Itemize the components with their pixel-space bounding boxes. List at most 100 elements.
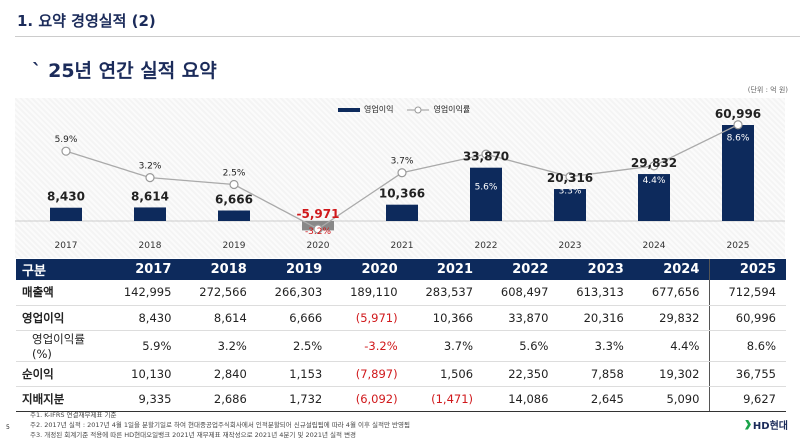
bar-value-label: 20,316 (547, 171, 593, 185)
table-cell: 5.6% (483, 330, 559, 362)
bar-2019 (218, 210, 250, 221)
table-cell: 677,656 (633, 280, 710, 306)
margin-point (649, 161, 659, 171)
bar-2024 (638, 174, 670, 221)
table-cell: 1,732 (256, 386, 333, 412)
table-row: 순이익 10,130 2,840 1,153 (7,897) 1,506 22,350 7,8… (16, 361, 786, 387)
column-header: 2022 (483, 259, 559, 280)
table-cell: 712,594 (709, 280, 786, 306)
bar-value-label: 60,996 (715, 107, 761, 121)
logo-mark-icon (744, 419, 751, 430)
table-cell: 2.5% (256, 330, 333, 362)
table-cell: 283,537 (407, 280, 484, 306)
table-cell: 9,627 (709, 386, 786, 412)
table-cell: 266,303 (256, 280, 333, 306)
table-cell: 189,110 (332, 280, 408, 306)
row-label: 지배지분 (16, 386, 106, 412)
table-cell: 613,313 (558, 280, 634, 306)
section-title: 1. 요약 경영실적 (2) (17, 12, 156, 30)
table-cell: 33,870 (483, 305, 559, 331)
table-cell: (7,897) (332, 361, 408, 387)
table-cell: 608,497 (483, 280, 559, 306)
table-cell: 142,995 (106, 280, 182, 306)
table-row: 영업이익 8,430 8,614 6,666 (5,971) 10,366 33,870 20… (16, 305, 786, 331)
table-cell: 2,645 (558, 386, 634, 412)
x-tick-label: 2025 (727, 241, 750, 251)
column-header: 구분 (16, 259, 106, 280)
legend-bar-label: 영업이익 (364, 105, 394, 114)
margin-label: 3.7% (391, 157, 414, 167)
bar-value-label: 8,430 (47, 190, 85, 204)
table-cell: 22,350 (483, 361, 559, 387)
footnote: 주1. K-IFRS 연결재무제표 기준 (30, 411, 117, 419)
bar-2025 (722, 125, 754, 221)
table-cell: (6,092) (332, 386, 408, 412)
table-cell: 3.3% (558, 330, 634, 362)
table-header-row: 구분 2017 2018 2019 2020 2021 2022 2023 2024 2025 (16, 259, 786, 280)
table-cell: 36,755 (709, 361, 786, 387)
bar-2021 (386, 204, 418, 221)
x-tick-label: 2018 (139, 241, 162, 251)
table-cell: 1,153 (256, 361, 333, 387)
footnote: 주2. 2017년 실적 : 2017년 4월 1일을 분할기일로 하여 현대중… (30, 421, 410, 429)
x-tick-label: 2022 (475, 241, 498, 251)
margin-label: 3.2% (139, 162, 162, 172)
column-header: 2018 (181, 259, 257, 280)
table-cell: 1,506 (407, 361, 484, 387)
x-tick-label: 2020 (307, 241, 330, 251)
x-tick-label: 2023 (559, 241, 582, 251)
margin-point (397, 168, 407, 178)
column-header: 2021 (407, 259, 484, 280)
bar-value-label: -5,971 (297, 207, 340, 221)
table-row: 지배지분 9,335 2,686 1,732 (6,092) (1,471) 14,086 2… (16, 386, 786, 412)
table-cell: 6,666 (256, 305, 333, 331)
table-cell: 272,566 (181, 280, 257, 306)
table-cell: 9,335 (106, 386, 182, 412)
margin-label: 2.5% (223, 169, 246, 179)
bar-2018 (134, 207, 166, 221)
column-header: 2025 (709, 259, 786, 280)
table-cell: 8,614 (181, 305, 257, 331)
margin-label: 8.6% (727, 134, 750, 144)
table-cell: 3.7% (407, 330, 484, 362)
footnotes: 주1. K-IFRS 연결재무제표 기준 주2. 2017년 실적 : 2017… (30, 410, 410, 440)
operating-profit-chart: 2017 2018 2019 2020 2021 2022 2023 2024 2025 8,43… (15, 107, 785, 251)
table-cell: 7,858 (558, 361, 634, 387)
table-row: 영업이익률(%) 5.9% 3.2% 2.5% -3.2% 3.7% 5.6% 3.3% 4.4… (16, 330, 786, 362)
bar-2017 (50, 207, 82, 221)
margin-label: 3.3% (559, 187, 582, 197)
margin-point (61, 146, 71, 156)
bar-2022 (470, 167, 502, 221)
bar-value-label: 29,832 (631, 156, 677, 170)
footnote: 주3. 개정된 회계기준 적용에 따른 HD현대오일뱅크 2021년 재무제표 … (30, 431, 357, 439)
table-cell: 2,840 (181, 361, 257, 387)
column-header: 2023 (558, 259, 634, 280)
table-cell: 2,686 (181, 386, 257, 412)
divider (15, 36, 800, 37)
table-cell: 4.4% (633, 330, 710, 362)
margin-label: 5.6% (475, 183, 498, 193)
legend-line-swatch (407, 106, 430, 113)
logo-text: HD현대 (752, 421, 788, 432)
margin-point (733, 120, 743, 130)
row-label: 영업이익 (16, 305, 106, 331)
bar-value-label: 10,366 (379, 187, 425, 201)
table-cell: (5,971) (332, 305, 408, 331)
bar-value-label: 33,870 (463, 150, 509, 164)
column-header: 2020 (332, 259, 408, 280)
table-cell: 8.6% (709, 330, 786, 362)
bar-value-label: 8,614 (131, 189, 169, 203)
legend-bar-swatch (338, 107, 360, 112)
x-tick-label: 2024 (643, 241, 666, 251)
margin-point (145, 173, 155, 183)
x-tick-label: 2017 (55, 241, 78, 251)
table-cell: 19,302 (633, 361, 710, 387)
margin-point (565, 172, 575, 182)
margin-point (229, 179, 239, 190)
table-cell: 29,832 (633, 305, 710, 331)
table-cell: (1,471) (407, 386, 484, 412)
table-cell: 5.9% (106, 330, 182, 362)
column-header: 2024 (633, 259, 710, 280)
margin-label: 4.4% (643, 176, 666, 186)
table-cell: 10,130 (106, 361, 182, 387)
